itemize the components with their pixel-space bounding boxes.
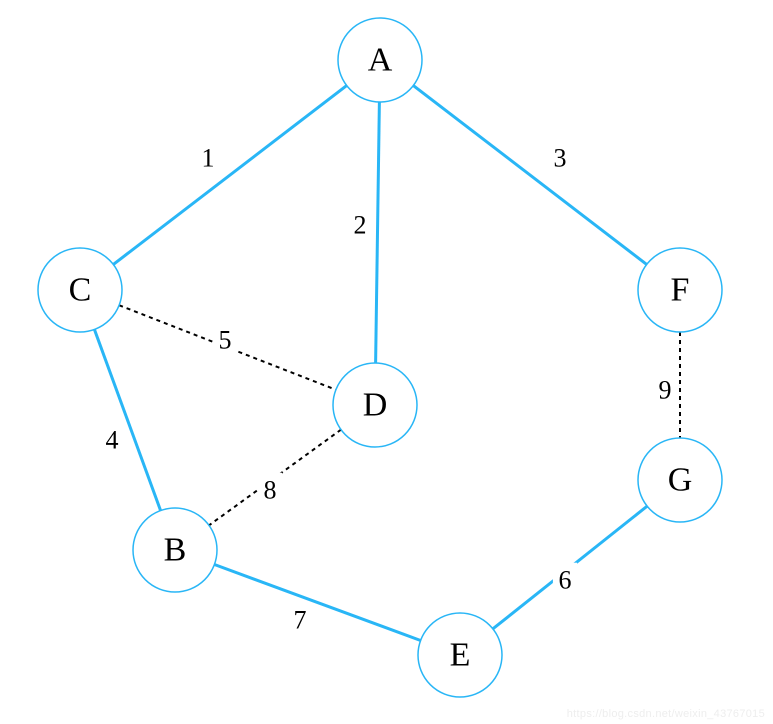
graph-svg: 1 2 3 4 5 6 7 8 9 A C F D G B E <box>0 0 773 724</box>
node-label-C: C <box>69 272 92 309</box>
graph-container: 1 2 3 4 5 6 7 8 9 A C F D G B E https://blog.csdn.net/w… <box>0 0 773 724</box>
node-label-G: G <box>668 462 693 499</box>
edge-A-F <box>413 86 646 265</box>
edge-A-C <box>113 86 346 265</box>
node-label-D: D <box>363 387 388 424</box>
edge-B-E <box>214 565 420 641</box>
edge-label-F-G: 9 <box>659 376 672 405</box>
edge-label-C-B: 4 <box>106 426 119 455</box>
edge-C-B <box>94 329 160 510</box>
edge-label-A-F: 3 <box>554 144 567 173</box>
edge-A-D <box>376 102 380 363</box>
edge-label-B-E: 7 <box>294 606 307 635</box>
edge-label-A-D: 2 <box>354 211 367 240</box>
edge-label-C-D: 5 <box>219 326 232 355</box>
edge-label-G-E: 6 <box>559 566 572 595</box>
node-label-F: F <box>671 272 690 309</box>
node-label-A: A <box>368 42 393 79</box>
node-label-E: E <box>450 637 471 674</box>
node-label-B: B <box>164 532 187 569</box>
edge-label-A-C: 1 <box>202 144 215 173</box>
edge-label-D-B: 8 <box>264 476 277 505</box>
watermark-text: https://blog.csdn.net/weixin_43767015 <box>567 708 765 720</box>
